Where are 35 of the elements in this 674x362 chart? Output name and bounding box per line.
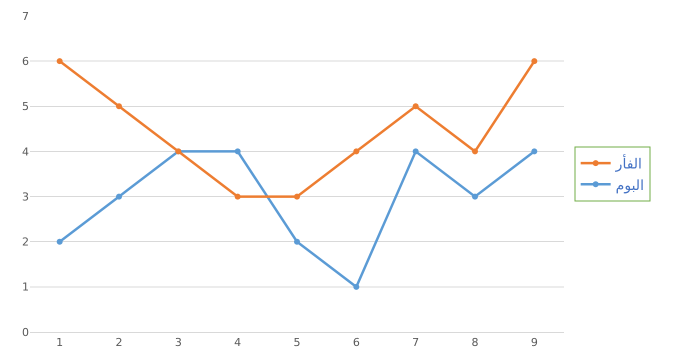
y-tick-label: 7 — [22, 10, 29, 23]
point — [412, 148, 419, 154]
y-tick-label: 2 — [22, 236, 29, 249]
point — [294, 194, 300, 200]
y-tick-label: 4 — [22, 145, 29, 158]
legend-label: البوم — [616, 178, 644, 194]
point — [412, 103, 419, 110]
point — [234, 194, 241, 200]
point — [294, 238, 300, 245]
point — [531, 148, 538, 154]
y-tick-label: 6 — [22, 54, 29, 68]
point — [234, 148, 241, 154]
y-tick-label: 3 — [22, 190, 29, 204]
point — [353, 284, 360, 290]
point — [472, 194, 478, 200]
x-tick-label: 5 — [294, 336, 300, 350]
x-tick-label: 3 — [174, 336, 182, 350]
y-tick-label: 1 — [22, 280, 29, 294]
y-tick-label: 5 — [22, 100, 29, 114]
point — [56, 238, 63, 245]
legend-label: الفأر — [614, 154, 642, 173]
point — [531, 58, 538, 64]
x-tick-label: 1 — [56, 336, 64, 350]
x-tick-label: 8 — [472, 336, 478, 350]
x-tick-label: 9 — [530, 336, 538, 350]
x-tick-label: 7 — [412, 336, 420, 350]
x-tick-label: 4 — [234, 336, 242, 350]
x-tick-label: 6 — [352, 336, 360, 350]
y-tick-label: 0 — [22, 326, 29, 339]
point — [472, 148, 478, 154]
point — [353, 148, 360, 154]
point — [116, 103, 122, 110]
point — [56, 58, 63, 64]
point — [116, 194, 122, 200]
x-tick-label: 2 — [116, 336, 122, 350]
